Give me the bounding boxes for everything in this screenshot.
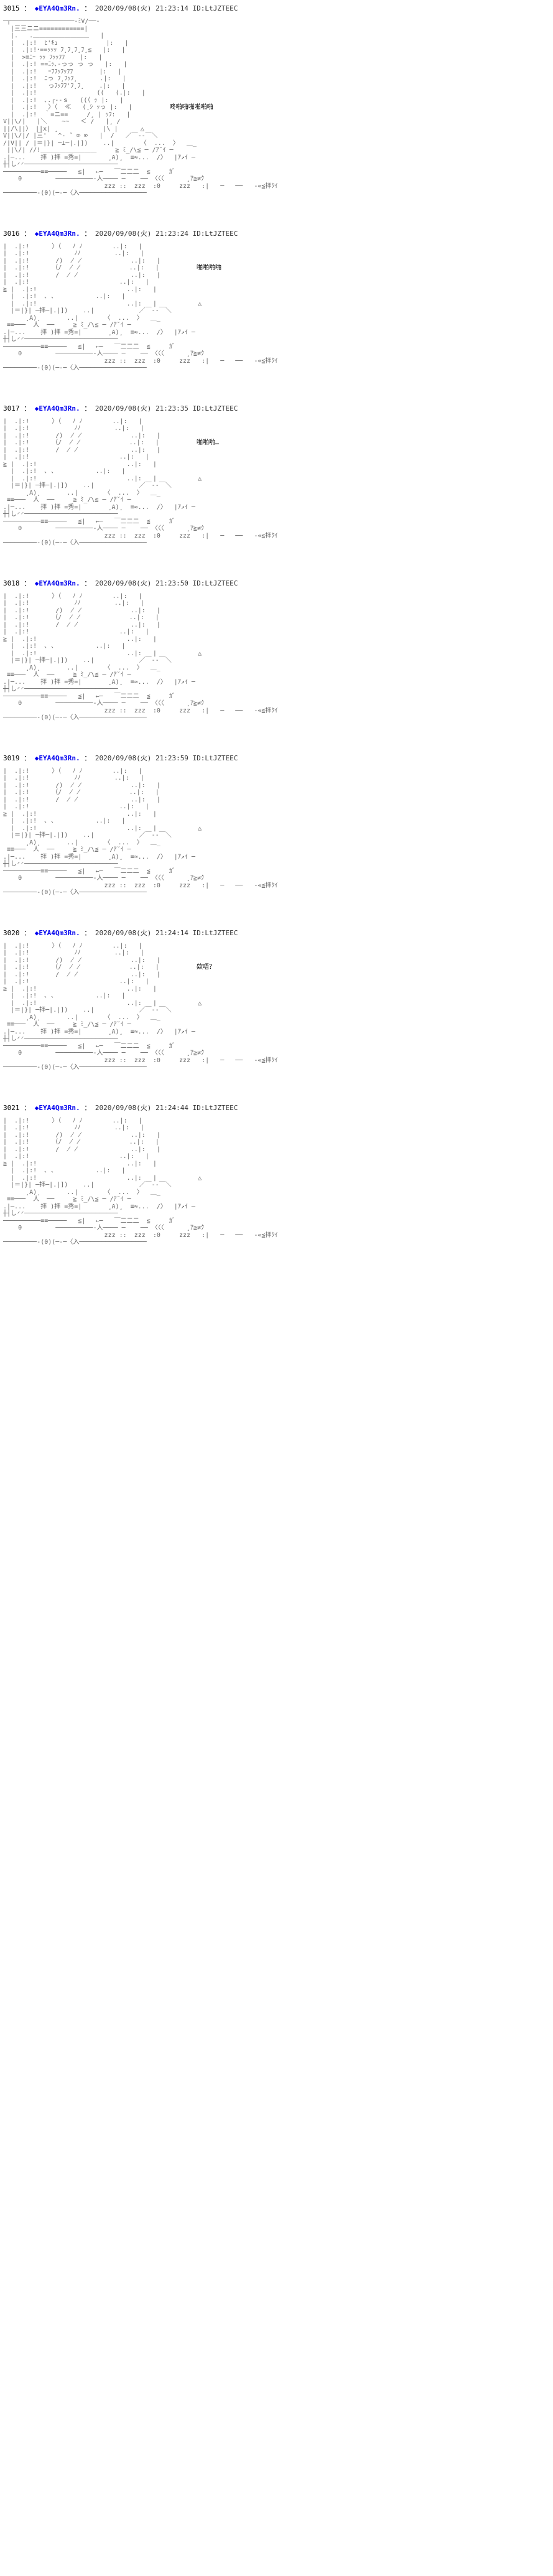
post-number: 3015 bbox=[3, 4, 20, 12]
post-header: 3018 ： ◆EYA4Qm3Rn. ： 2020/09/08(火) 21:23… bbox=[3, 578, 550, 588]
post-meta: 2020/09/08(火) 21:23:14 ID:LtJZTEEC bbox=[95, 4, 238, 12]
post: 3015 ： ◆EYA4Qm3Rn. ： 2020/09/08(火) 21:23… bbox=[0, 0, 553, 200]
post-meta: 2020/09/08(火) 21:23:50 ID:LtJZTEEC bbox=[95, 579, 238, 587]
ascii-art: | .|:! 〉（ ﾉ ﾉ ..|: | | .|:! ﾉﾉ ..|: | | … bbox=[3, 243, 550, 372]
post-header: 3021 ： ◆EYA4Qm3Rn. ： 2020/09/08(火) 21:24… bbox=[3, 1103, 550, 1113]
post-meta: 2020/09/08(火) 21:24:44 ID:LtJZTEEC bbox=[95, 1104, 238, 1112]
post-author-link[interactable]: ◆EYA4Qm3Rn. bbox=[35, 754, 80, 762]
ascii-art: | .|:! 〉（ ﾉ ﾉ ..|: | | .|:! ﾉﾉ ..|: | | … bbox=[3, 943, 550, 1071]
post-header: 3019 ： ◆EYA4Qm3Rn. ： 2020/09/08(火) 21:23… bbox=[3, 753, 550, 763]
post: 3021 ： ◆EYA4Qm3Rn. ： 2020/09/08(火) 21:24… bbox=[0, 1099, 553, 1249]
post: 3020 ： ◆EYA4Qm3Rn. ： 2020/09/08(火) 21:24… bbox=[0, 925, 553, 1075]
post: 3018 ： ◆EYA4Qm3Rn. ： 2020/09/08(火) 21:23… bbox=[0, 575, 553, 725]
post-author-link[interactable]: ◆EYA4Qm3Rn. bbox=[35, 404, 80, 413]
post-number: 3020 bbox=[3, 929, 20, 937]
ascii-art: | .|:! 〉（ ﾉ ﾉ ..|: | | .|:! ﾉﾉ ..|: | | … bbox=[3, 1118, 550, 1246]
ascii-art: | .|:! 〉（ ﾉ ﾉ ..|: | | .|:! ﾉﾉ ..|: | | … bbox=[3, 593, 550, 722]
post-header: 3016 ： ◆EYA4Qm3Rn. ： 2020/09/08(火) 21:23… bbox=[3, 228, 550, 238]
post-number: 3017 bbox=[3, 404, 20, 413]
post-author-link[interactable]: ◆EYA4Qm3Rn. bbox=[35, 4, 80, 12]
post: 3016 ： ◆EYA4Qm3Rn. ： 2020/09/08(火) 21:23… bbox=[0, 225, 553, 375]
post-number: 3018 bbox=[3, 579, 20, 587]
post-number: 3021 bbox=[3, 1104, 20, 1112]
ascii-art: | .|:! 〉（ ﾉ ﾉ ..|: | | .|:! ﾉﾉ ..|: | | … bbox=[3, 768, 550, 897]
post-meta: 2020/09/08(火) 21:24:14 ID:LtJZTEEC bbox=[95, 929, 238, 937]
ascii-art: | .|:! 〉（ ﾉ ﾉ ..|: | | .|:! ﾉﾉ ..|: | | … bbox=[3, 418, 550, 547]
post-meta: 2020/09/08(火) 21:23:35 ID:LtJZTEEC bbox=[95, 404, 238, 413]
post-author-link[interactable]: ◆EYA4Qm3Rn. bbox=[35, 230, 80, 238]
post-author-link[interactable]: ◆EYA4Qm3Rn. bbox=[35, 1104, 80, 1112]
post-header: 3015 ： ◆EYA4Qm3Rn. ： 2020/09/08(火) 21:23… bbox=[3, 3, 550, 13]
post-meta: 2020/09/08(火) 21:23:59 ID:LtJZTEEC bbox=[95, 754, 238, 762]
post-number: 3016 bbox=[3, 230, 20, 238]
post: 3017 ： ◆EYA4Qm3Rn. ： 2020/09/08(火) 21:23… bbox=[0, 400, 553, 550]
post-number: 3019 bbox=[3, 754, 20, 762]
posts-container: 3015 ： ◆EYA4Qm3Rn. ： 2020/09/08(火) 21:23… bbox=[0, 0, 553, 1249]
post-author-link[interactable]: ◆EYA4Qm3Rn. bbox=[35, 929, 80, 937]
post: 3019 ： ◆EYA4Qm3Rn. ： 2020/09/08(火) 21:23… bbox=[0, 750, 553, 900]
post-header: 3020 ： ◆EYA4Qm3Rn. ： 2020/09/08(火) 21:24… bbox=[3, 928, 550, 938]
post-meta: 2020/09/08(火) 21:23:24 ID:LtJZTEEC bbox=[95, 230, 238, 238]
ascii-art: ─┬─────────────────‐ﾐV/──‐ |三三ニニ========… bbox=[3, 18, 550, 197]
post-header: 3017 ： ◆EYA4Qm3Rn. ： 2020/09/08(火) 21:23… bbox=[3, 403, 550, 413]
post-author-link[interactable]: ◆EYA4Qm3Rn. bbox=[35, 579, 80, 587]
